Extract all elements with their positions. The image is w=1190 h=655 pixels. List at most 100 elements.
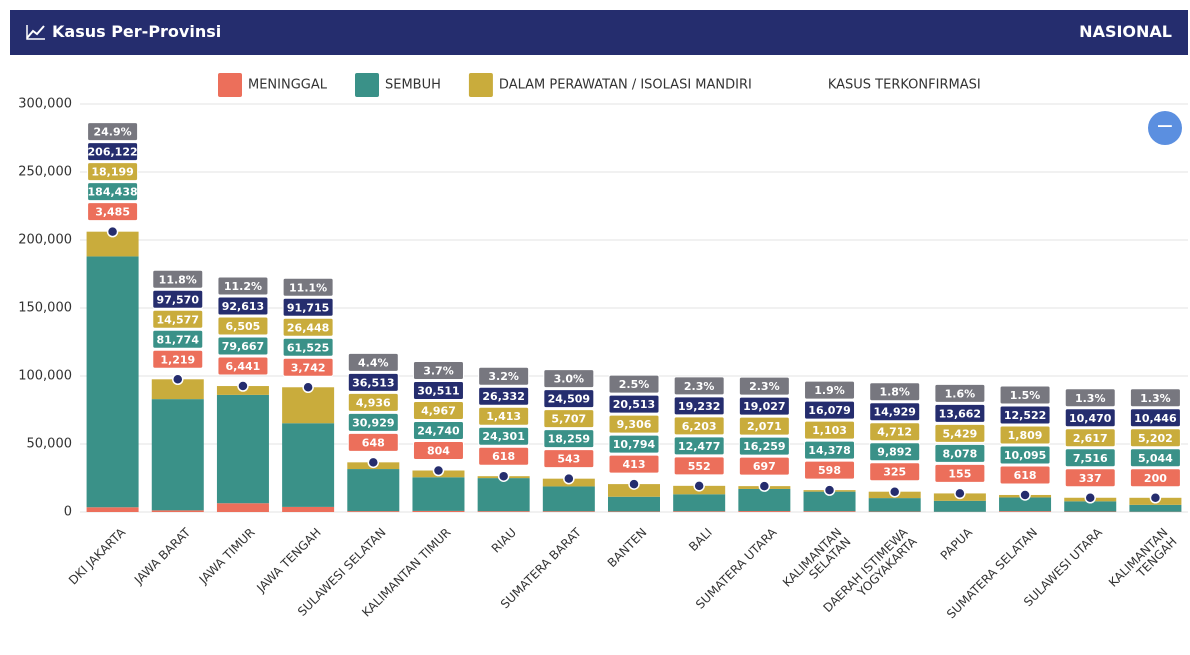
data-label: 3.7%	[423, 365, 454, 378]
total-dot	[888, 485, 901, 498]
data-label: 6,441	[226, 360, 261, 373]
data-label-box	[282, 277, 334, 297]
data-label-box	[869, 402, 921, 422]
y-tick-label: 100,000	[18, 369, 72, 384]
data-label-box	[869, 442, 921, 462]
bar-segment	[151, 379, 204, 400]
data-label-box	[478, 386, 530, 406]
data-label: 14,929	[873, 406, 915, 419]
data-label: 11.1%	[289, 281, 327, 294]
legend-label: SEMBUH	[385, 78, 441, 93]
data-label: 19,027	[743, 400, 785, 413]
total-dot	[758, 480, 771, 492]
data-label-box	[804, 420, 856, 440]
data-label: 6,203	[682, 420, 717, 433]
data-label: 10,470	[1069, 412, 1112, 425]
bar-segment	[803, 491, 856, 512]
data-label-box	[934, 443, 986, 463]
data-label-box	[738, 436, 790, 456]
data-label-box	[673, 456, 725, 476]
data-label-box	[608, 414, 660, 434]
data-label-box	[1064, 408, 1116, 428]
legend-label: DALAM PERAWATAN / ISOLASI MANDIRI	[499, 78, 752, 93]
bar-segment	[803, 511, 856, 512]
data-label: 91,715	[287, 301, 329, 314]
data-label: 2.3%	[749, 380, 780, 393]
data-label-box	[412, 401, 464, 421]
header-right[interactable]: NASIONAL	[1079, 22, 1172, 41]
total-dot	[823, 484, 836, 496]
data-label: 1.3%	[1075, 392, 1106, 405]
data-label-box	[608, 394, 660, 414]
data-label: 12,522	[1004, 409, 1046, 422]
data-label-box	[1064, 448, 1116, 468]
data-label-box	[478, 426, 530, 446]
data-label-box	[217, 316, 269, 336]
data-label-box	[412, 361, 464, 381]
data-label: 79,667	[222, 340, 264, 353]
data-label-box	[738, 376, 790, 396]
data-label-box	[738, 416, 790, 436]
data-label: 30,511	[417, 385, 459, 398]
bar-segment	[608, 496, 660, 512]
data-label: 1.9%	[814, 384, 845, 397]
bar-segment	[412, 510, 465, 512]
data-label-box	[87, 122, 139, 142]
data-label-box	[1129, 428, 1181, 448]
data-label: 4,712	[877, 426, 912, 439]
total-dot	[1149, 492, 1162, 504]
bar-segment	[86, 507, 139, 512]
data-label-box	[412, 441, 464, 461]
total-dot	[628, 478, 640, 490]
data-label: 13,662	[939, 407, 981, 420]
data-label: 325	[883, 466, 906, 479]
data-label-box	[543, 389, 595, 409]
y-tick-label: 300,000	[18, 97, 72, 112]
data-label: 4.4%	[358, 356, 389, 369]
data-label: 36,513	[352, 376, 394, 389]
data-label: 697	[753, 460, 776, 473]
data-label-box	[869, 382, 921, 402]
data-label-box	[87, 142, 139, 162]
y-tick-label: 200,000	[18, 233, 72, 248]
total-dot	[563, 472, 575, 485]
bar-segment	[216, 394, 269, 504]
data-label-box	[934, 423, 986, 443]
data-label: 8,078	[942, 447, 977, 460]
data-label: 200	[1144, 472, 1167, 485]
data-label: 1.3%	[1140, 392, 1171, 405]
y-tick-label: 150,000	[18, 301, 72, 316]
data-label-box	[673, 396, 725, 416]
data-label-box	[347, 372, 399, 392]
zoom-button[interactable]: −	[1148, 111, 1182, 145]
bar-segment	[412, 477, 465, 511]
data-label-box	[673, 376, 725, 396]
data-label-box	[999, 385, 1051, 405]
data-label: 24,740	[417, 425, 460, 438]
data-label-box	[1129, 388, 1181, 408]
data-label-box	[347, 432, 399, 452]
data-label-box	[1129, 468, 1181, 488]
data-label: 18,199	[91, 166, 133, 179]
data-label: 1,219	[160, 353, 195, 366]
data-label-box	[217, 276, 269, 296]
data-label-box	[347, 352, 399, 372]
data-label: 4,936	[356, 396, 391, 409]
data-label: 16,259	[743, 440, 785, 453]
data-label: 24,509	[548, 393, 590, 406]
data-label-box	[282, 317, 334, 337]
data-label-box	[1064, 428, 1116, 448]
data-label: 26,332	[482, 390, 524, 403]
data-label-box	[804, 460, 856, 480]
data-label: 10,095	[1004, 449, 1046, 462]
data-label-box	[478, 366, 530, 386]
data-label-box	[869, 462, 921, 482]
total-dot	[302, 381, 314, 394]
data-label: 14,577	[157, 313, 199, 326]
bar-segment	[151, 399, 204, 511]
bar-segment	[608, 511, 660, 512]
legend-swatch	[218, 73, 242, 97]
chart-icon	[26, 24, 45, 40]
total-dot	[497, 470, 510, 482]
